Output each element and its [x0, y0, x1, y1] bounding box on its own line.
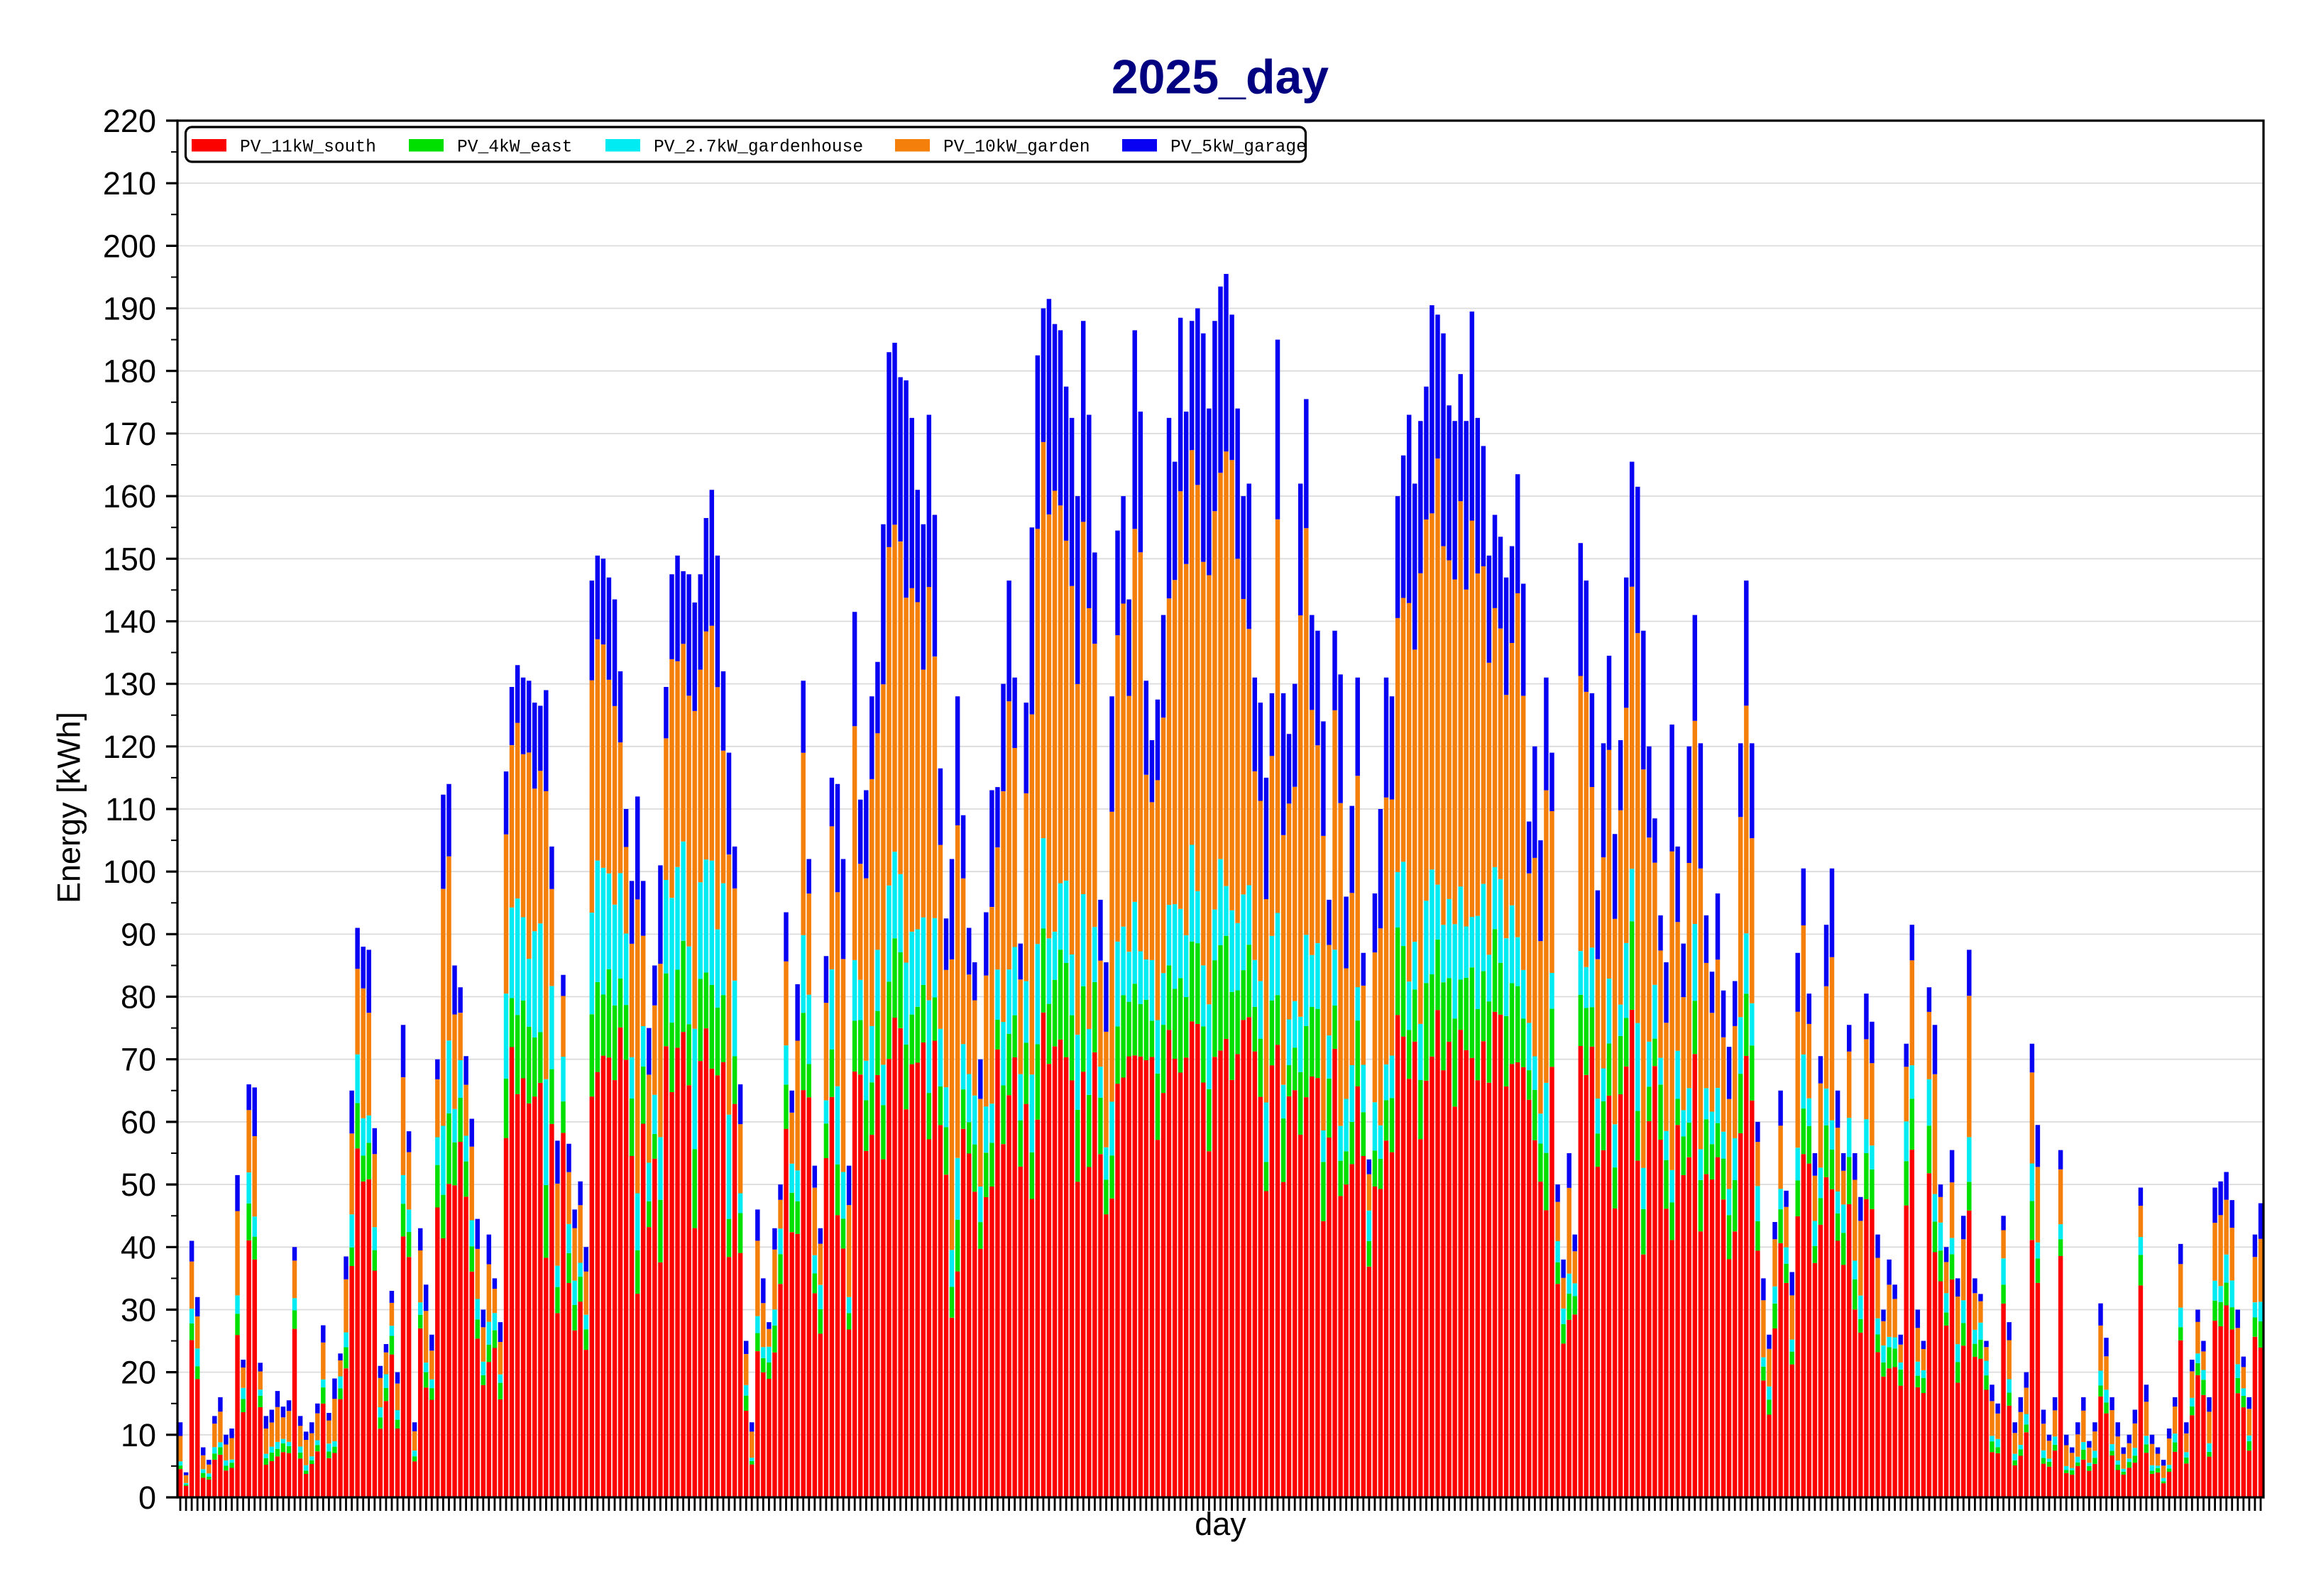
svg-text:130: 130: [103, 666, 156, 703]
svg-text:110: 110: [105, 791, 156, 827]
svg-text:PV_10kW_garden: PV_10kW_garden: [943, 138, 1090, 158]
svg-text:60: 60: [121, 1104, 156, 1140]
svg-text:150: 150: [103, 541, 156, 577]
svg-text:200: 200: [103, 228, 156, 264]
svg-text:170: 170: [103, 416, 156, 452]
svg-text:160: 160: [103, 478, 156, 514]
svg-text:PV_4kW_east: PV_4kW_east: [457, 138, 572, 158]
svg-text:100: 100: [103, 854, 156, 890]
svg-text:180: 180: [103, 353, 156, 390]
svg-text:190: 190: [103, 291, 156, 327]
svg-text:120: 120: [103, 729, 156, 765]
svg-text:40: 40: [121, 1229, 156, 1265]
svg-text:210: 210: [103, 165, 156, 202]
svg-text:50: 50: [121, 1167, 156, 1203]
svg-text:140: 140: [103, 604, 156, 640]
svg-text:20: 20: [121, 1355, 156, 1391]
svg-text:day: day: [1195, 1506, 1246, 1542]
svg-text:80: 80: [121, 979, 156, 1016]
svg-text:90: 90: [121, 916, 156, 952]
svg-text:220: 220: [103, 103, 156, 139]
svg-text:Energy [kWh]: Energy [kWh]: [51, 712, 87, 903]
svg-text:PV_11kW_south: PV_11kW_south: [240, 138, 376, 158]
svg-text:0: 0: [138, 1480, 156, 1516]
svg-text:PV_2.7kW_gardenhouse: PV_2.7kW_gardenhouse: [654, 138, 863, 158]
svg-text:2025_day: 2025_day: [1112, 50, 1329, 104]
svg-text:PV_5kW_garage: PV_5kW_garage: [1170, 138, 1307, 158]
svg-text:10: 10: [121, 1417, 156, 1453]
svg-text:30: 30: [121, 1292, 156, 1328]
svg-text:70: 70: [121, 1042, 156, 1078]
